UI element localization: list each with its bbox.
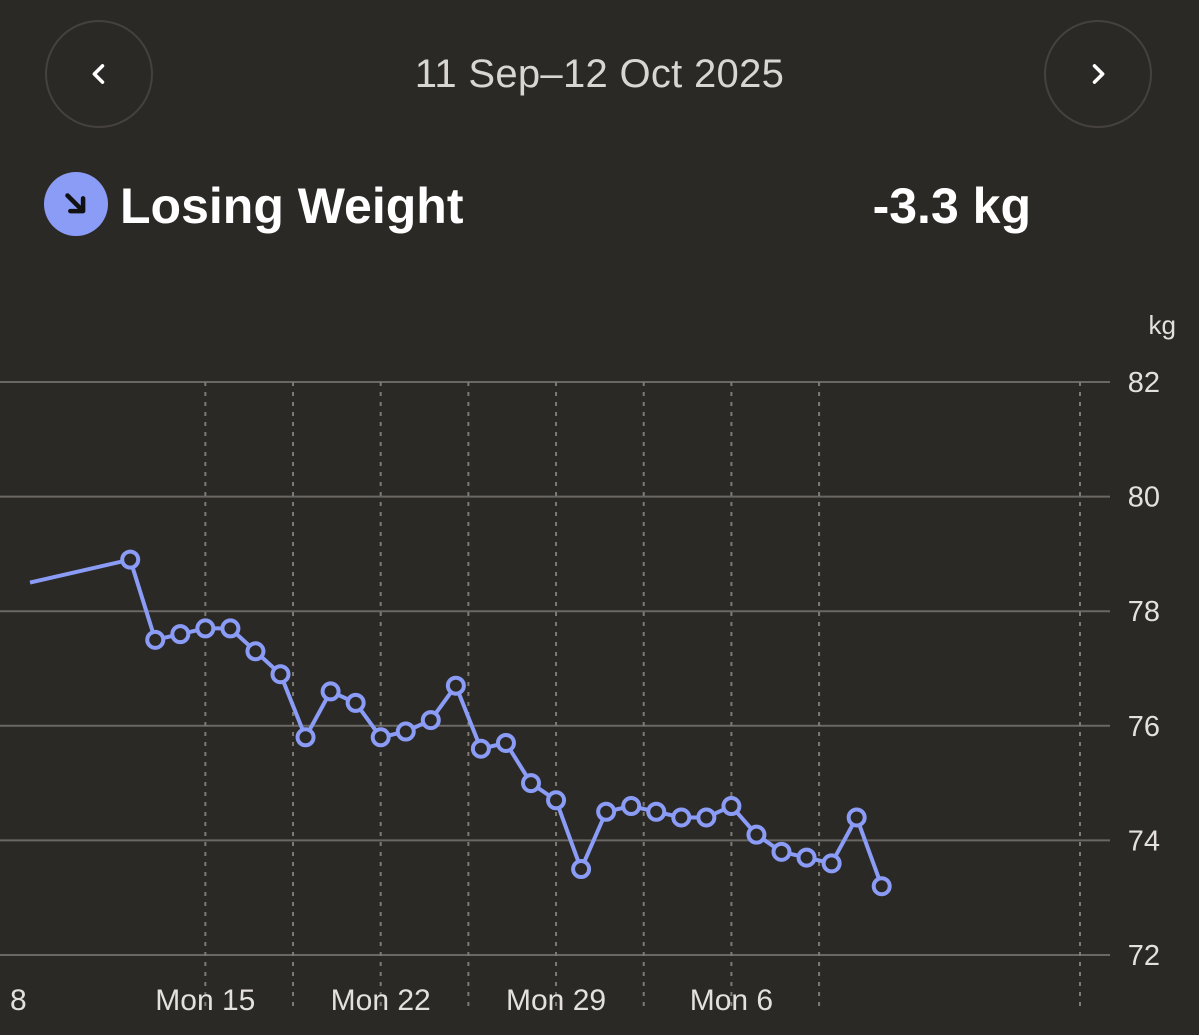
vertical-grid	[204, 382, 1081, 1010]
weight-point	[871, 876, 892, 897]
weight-point	[571, 859, 592, 880]
next-period-button[interactable]	[1044, 20, 1152, 128]
x-tick-label: Mon 29	[506, 984, 606, 1017]
y-tick-label: 78	[1128, 596, 1160, 628]
weight-change-value: -3.3 kg	[872, 178, 1031, 234]
weight-point	[270, 664, 291, 685]
weight-point	[546, 790, 567, 811]
previous-period-button[interactable]	[45, 20, 153, 128]
weight-point	[646, 801, 667, 822]
weight-point	[370, 727, 391, 748]
weight-point	[245, 641, 266, 662]
weight-point	[696, 807, 717, 828]
chevron-left-icon	[92, 64, 105, 84]
weight-point	[596, 801, 617, 822]
x-tick-label: Mon 22	[331, 984, 431, 1017]
y-tick-label: 72	[1128, 940, 1160, 972]
trend-badge	[44, 172, 108, 236]
weight-point	[846, 807, 867, 828]
weight-series	[29, 549, 892, 897]
x-tick-label: 8	[10, 984, 27, 1017]
weight-point	[671, 807, 692, 828]
y-tick-label: 74	[1128, 825, 1160, 857]
arrow-down-right-icon	[65, 193, 86, 214]
y-tick-label: 80	[1128, 482, 1160, 514]
weight-point	[445, 675, 466, 696]
weight-point	[320, 681, 341, 702]
weight-point	[395, 721, 416, 742]
weight-point	[145, 629, 166, 650]
weight-point	[746, 824, 767, 845]
y-tick-label: 82	[1128, 367, 1160, 399]
chevron-right-icon	[1092, 64, 1105, 84]
weight-point	[521, 773, 541, 794]
weight-point	[621, 796, 642, 817]
y-tick-label: 76	[1128, 711, 1160, 743]
weight-point	[420, 710, 441, 731]
horizontal-grid	[0, 381, 1110, 956]
y-axis-ticks: 82 80 78 76 74 72	[1128, 367, 1160, 972]
weight-point	[771, 841, 792, 862]
weight-point	[796, 847, 817, 868]
weight-point	[220, 618, 241, 639]
x-axis-ticks: 8 Mon 15 Mon 22 Mon 29 Mon 6	[10, 984, 773, 1017]
weight-point	[721, 796, 742, 817]
weight-point	[195, 618, 216, 639]
weight-point	[345, 692, 366, 713]
weight-point	[495, 732, 516, 753]
weight-point	[120, 549, 141, 570]
weight-point	[821, 853, 842, 874]
x-tick-label: Mon 15	[155, 984, 255, 1017]
trend-label: Losing Weight	[120, 178, 464, 234]
x-tick-label: Mon 6	[690, 984, 773, 1017]
weight-point	[295, 727, 316, 748]
weight-point	[470, 738, 491, 759]
y-axis-unit: kg	[1149, 310, 1176, 340]
date-range-title: 11 Sep–12 Oct 2025	[414, 52, 785, 96]
weight-point	[170, 624, 191, 645]
